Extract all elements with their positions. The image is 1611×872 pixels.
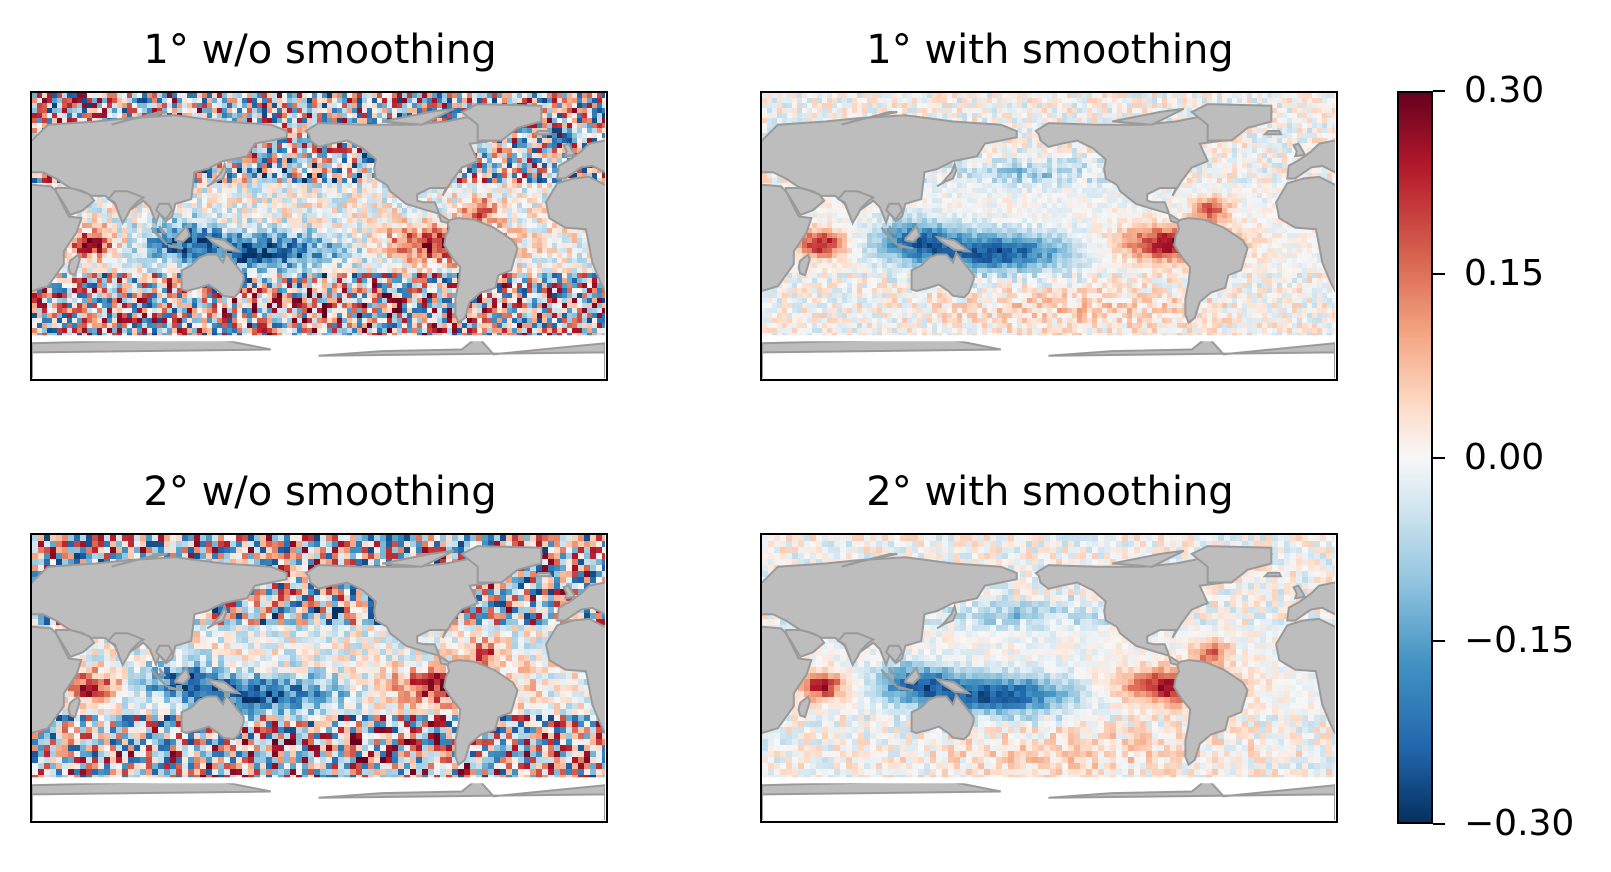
colorbar (1397, 91, 1433, 824)
colorbar-tick-label: 0.30 (1464, 70, 1545, 111)
colorbar-tick-label: −0.15 (1464, 619, 1575, 661)
colorbar-tick (1433, 90, 1445, 92)
panel-title-4: 2° with smoothing (866, 469, 1234, 515)
no-data-band (32, 777, 605, 784)
land-mask (32, 545, 605, 820)
map-svg-4 (762, 535, 1335, 820)
map-svg-1 (32, 93, 605, 378)
colorbar-tick-label: 0.15 (1464, 253, 1545, 295)
panel-title-2: 1° with smoothing (866, 27, 1234, 73)
colorbar-tick (1433, 639, 1445, 642)
land-mask (762, 103, 1335, 378)
no-data-band (32, 335, 605, 342)
colorbar-tick (1433, 456, 1445, 459)
no-data-band (762, 335, 1335, 342)
panel-title-1: 1° w/o smoothing (143, 27, 497, 73)
map-svg-3 (32, 535, 605, 820)
map-svg-2 (762, 93, 1335, 378)
land-mask (762, 545, 1335, 820)
colorbar-tick-label: −0.30 (1464, 803, 1575, 844)
colorbar-tick-label: 0.00 (1464, 436, 1545, 478)
panel-title-3: 2° w/o smoothing (143, 469, 497, 515)
land-mask (32, 103, 605, 378)
map-panel-1 (30, 91, 608, 381)
map-panel-3 (30, 533, 608, 823)
map-panel-2 (760, 91, 1338, 381)
map-panel-4 (760, 533, 1338, 823)
colorbar-tick (1433, 823, 1445, 825)
colorbar-tick (1433, 273, 1445, 276)
no-data-band (762, 777, 1335, 784)
